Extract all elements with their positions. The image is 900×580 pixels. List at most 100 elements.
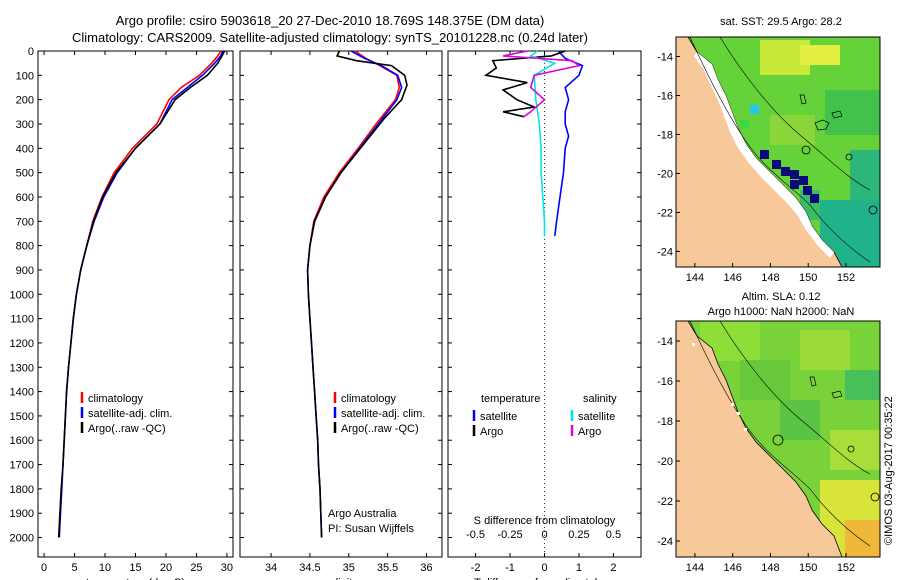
figure-subtitle: Climatology: CARS2009. Satellite-adjuste…	[72, 30, 588, 45]
depth-tick-label: 700	[16, 216, 34, 228]
argo-annotation: PI: Susan Wijffels	[328, 523, 414, 535]
salinity-legend-label: Argo(..raw -QC)	[341, 423, 419, 435]
sst-map-ytick-label: -22	[657, 207, 673, 219]
temperature-xtick-label: 15	[129, 562, 141, 574]
depth-tick-label: 2000	[10, 533, 34, 545]
temperature-xtick-label: 25	[190, 562, 202, 574]
temperature-xtick-label: 20	[160, 562, 172, 574]
temperature-xtick-label: 10	[99, 562, 111, 574]
sst-map-xtick-label: 150	[799, 272, 817, 284]
depth-tick-label: 100	[16, 70, 34, 82]
sla-map-ytick-label: -22	[657, 496, 673, 508]
salinity-series-climatology	[309, 50, 401, 246]
sst-argo-marker	[801, 145, 811, 155]
difference-panel: -2 -1 0 1 2 T difference from climatology -0.5…	[447, 50, 642, 580]
sst-map-ytick-label: -14	[657, 51, 673, 63]
temperature-xtick-label: 5	[72, 562, 78, 574]
sst-map-title: sat. SST: 29.5 Argo: 28.2	[720, 16, 842, 28]
legend-header-temperature: temperature	[481, 393, 540, 405]
sst-map-xtick-label: 144	[686, 272, 704, 284]
difference-series-temperature-argo	[483, 50, 566, 118]
depth-tick-label: 1800	[10, 484, 34, 496]
sst-map-xtick-label: 146	[723, 272, 741, 284]
difference-xtick-label: 0	[541, 562, 547, 574]
sla-land	[676, 321, 843, 557]
depth-tick-label: 1000	[10, 289, 34, 301]
difference-series-salinity-argo	[502, 50, 581, 118]
sla-map	[676, 321, 880, 557]
depth-tick-label: 1700	[10, 460, 34, 472]
difference-xtick-label: 2	[610, 562, 616, 574]
sla-map-title-line2: Argo h1000: NaN h2000: NaN	[707, 306, 855, 318]
sla-map-xtick-label: 148	[761, 562, 779, 574]
difference-xlabel: T difference from climatology	[474, 577, 615, 580]
temperature-xtick-label: 30	[221, 562, 233, 574]
depth-tick-label: 800	[16, 241, 34, 253]
temperature-panel: 0 5 10 15 20 25 300100200300400500600700800900…	[10, 46, 234, 580]
salinity-xtick-label: 34	[265, 562, 277, 574]
sst-map-xtick-label: 152	[837, 272, 855, 284]
depth-tick-label: 1400	[10, 387, 34, 399]
depth-tick-label: 500	[16, 168, 34, 180]
difference-xtick-label: -1	[505, 562, 515, 574]
difference-legend-label: Argo	[578, 426, 601, 438]
sst-map-ytick-label: -18	[657, 129, 673, 141]
salinity-legend-label: climatology	[341, 393, 397, 405]
difference-series-temperature-satellite	[554, 50, 584, 236]
legend-header-salinity: salinity	[583, 393, 617, 405]
difference-xtick-label: -2	[471, 562, 481, 574]
salinity-xtick-label: 35.5	[377, 562, 398, 574]
sla-map-xtick-label: 144	[686, 562, 704, 574]
depth-tick-label: 1500	[10, 411, 34, 423]
sst-map-ytick-label: -16	[657, 90, 673, 102]
depth-tick-label: 200	[16, 95, 34, 107]
temperature-legend-label: Argo(..raw -QC)	[88, 423, 166, 435]
difference-top-xtick-label: 0.5	[606, 529, 621, 541]
salinity-xtick-label: 36	[420, 562, 432, 574]
sst-map-ytick-label: -24	[657, 246, 673, 258]
depth-tick-label: 600	[16, 192, 34, 204]
sst-map	[676, 37, 880, 267]
sla-map-xtick-label: 150	[799, 562, 817, 574]
difference-legend-label: satellite	[480, 411, 517, 423]
temperature-xlabel: temperature (deg C)	[86, 577, 185, 580]
sst-map-xtick-label: 148	[761, 272, 779, 284]
temperature-series-argo-raw-qc-	[57, 50, 226, 538]
difference-top-xlabel: S difference from climatology	[474, 515, 616, 527]
temperature-xtick-label: 0	[41, 562, 47, 574]
sla-map-xtick-label: 152	[837, 562, 855, 574]
difference-xtick-label: 1	[576, 562, 582, 574]
difference-legend-label: satellite	[578, 411, 615, 423]
depth-tick-label: 900	[16, 265, 34, 277]
depth-tick-label: 1600	[10, 435, 34, 447]
temperature-plot-area	[37, 50, 234, 558]
depth-tick-label: 1300	[10, 362, 34, 374]
sla-map-ytick-label: -14	[657, 336, 673, 348]
salinity-xtick-label: 34.5	[299, 562, 320, 574]
temperature-series-satellite-adj-clim-	[58, 50, 224, 538]
salinity-series-argo-raw-qc-	[306, 50, 408, 538]
depth-tick-label: 1200	[10, 338, 34, 350]
difference-legend-label: Argo	[480, 426, 503, 438]
sla-map-ytick-label: -18	[657, 416, 673, 428]
difference-series-salinity-satellite	[528, 50, 557, 236]
depth-tick-label: 1900	[10, 508, 34, 520]
argo-annotation: Argo Australia	[328, 508, 397, 520]
sla-map-ytick-label: -24	[657, 536, 673, 548]
temperature-legend-label: satellite-adj. clim.	[88, 408, 172, 420]
difference-top-xtick-label: 0	[541, 529, 547, 541]
difference-top-xtick-label: -0.5	[466, 529, 485, 541]
sla-map-ytick-label: -16	[657, 376, 673, 388]
sla-map-ytick-label: -20	[657, 456, 673, 468]
difference-top-xtick-label: 0.25	[568, 529, 589, 541]
depth-tick-label: 1100	[10, 314, 34, 326]
sla-map-xtick-label: 146	[723, 562, 741, 574]
salinity-plot-area	[239, 50, 443, 558]
temperature-legend-label: climatology	[88, 393, 144, 405]
depth-tick-label: 400	[16, 143, 34, 155]
sla-map-title-line1: Altim. SLA: 0.12	[741, 291, 821, 303]
figure-title: Argo profile: csiro 5903618_20 27-Dec-20…	[115, 13, 545, 28]
depth-tick-label: 0	[28, 46, 34, 58]
salinity-xtick-label: 35	[343, 562, 355, 574]
